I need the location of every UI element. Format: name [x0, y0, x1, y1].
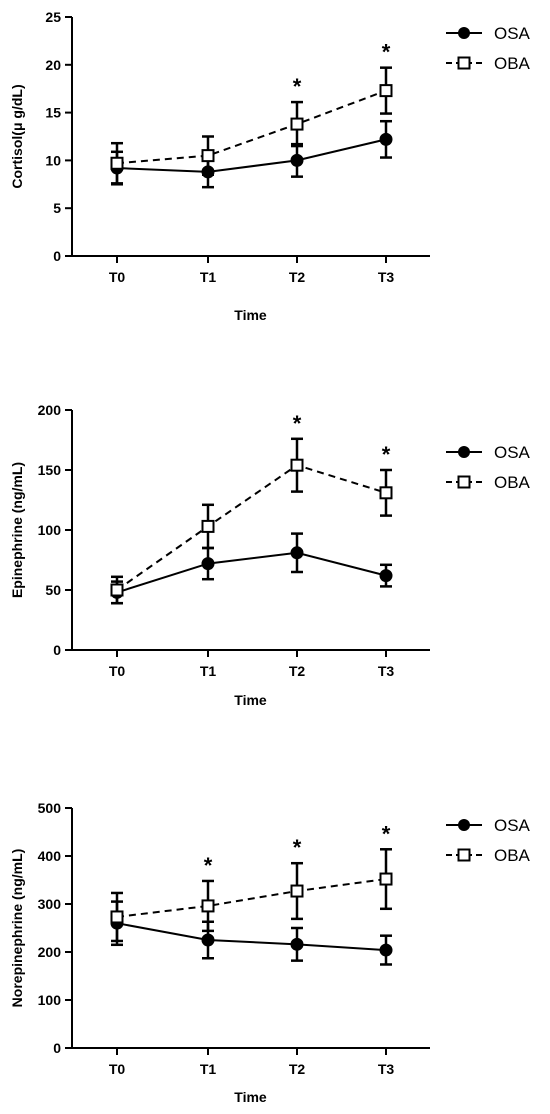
y-tick-label: 50 — [45, 582, 61, 598]
chart-panel-1: 0 5 10 15 20 25 T0 T1 T2 T3 Time Cortisol(μ g/dL) * *… — [9, 9, 531, 323]
y-tick-label: 200 — [38, 402, 62, 418]
x-tick-label: T0 — [109, 663, 126, 679]
x-axis-title: Time — [234, 692, 267, 708]
data-point — [290, 117, 304, 131]
x-tick-label: T0 — [109, 269, 126, 285]
legend-label: OBA — [494, 473, 531, 492]
y-tick-label: 5 — [53, 200, 61, 216]
significance-marker: * — [293, 411, 302, 436]
y-tick-label: 0 — [53, 642, 61, 658]
data-point — [201, 149, 215, 163]
significance-marker: * — [382, 821, 391, 846]
data-point — [379, 872, 393, 886]
series-line — [116, 89, 387, 165]
legend-item-osa: OSA — [446, 443, 531, 462]
y-tick-label: 100 — [38, 522, 62, 538]
y-tick-label: 15 — [45, 105, 61, 121]
data-point — [290, 937, 304, 951]
x-tick-label: T2 — [289, 663, 306, 679]
series-line — [116, 551, 387, 594]
x-tick-label: T0 — [109, 1061, 126, 1077]
y-tick-label: 20 — [45, 57, 61, 73]
data-point — [290, 884, 304, 898]
legend-marker — [457, 56, 471, 70]
data-point — [110, 583, 124, 597]
series-line — [116, 464, 387, 591]
data-point — [290, 458, 304, 472]
y-tick-label: 100 — [38, 992, 62, 1008]
legend-item-osa: OSA — [446, 24, 531, 43]
legend-item-oba: OBA — [446, 54, 531, 73]
data-point — [379, 943, 393, 957]
series-line — [116, 138, 387, 173]
x-tick-label: T1 — [200, 663, 217, 679]
significance-marker: * — [382, 442, 391, 467]
legend: OSA OBA — [446, 816, 531, 865]
chart-panel-2: 0 50 100 150 200 T0 T1 T2 T3 Time Epinephrine (ng/… — [9, 402, 531, 708]
y-tick-label: 10 — [45, 152, 61, 168]
x-tick-label: T3 — [378, 269, 395, 285]
legend: OSA OBA — [446, 24, 531, 73]
legend-label: OSA — [494, 816, 531, 835]
data-point — [290, 546, 304, 560]
data-point — [110, 910, 124, 924]
x-axis-title: Time — [234, 1089, 267, 1105]
y-tick-label: 500 — [38, 800, 62, 816]
data-point — [379, 569, 393, 583]
chart-panel-3: 0 100 200 300 400 500 T0 T1 T2 T3 Time Norepinephri… — [9, 800, 531, 1105]
series-line — [116, 878, 387, 918]
x-tick-label: T3 — [378, 1061, 395, 1077]
data-point — [379, 486, 393, 500]
series-osa — [110, 119, 393, 189]
x-tick-label: T2 — [289, 269, 306, 285]
series-oba — [110, 848, 393, 943]
series-osa — [110, 532, 393, 605]
series-oba — [110, 66, 393, 185]
series-line — [116, 922, 387, 952]
data-point — [201, 519, 215, 533]
data-point — [201, 933, 215, 947]
legend-label: OSA — [494, 24, 531, 43]
significance-marker: * — [204, 853, 213, 878]
x-tick-label: T1 — [200, 1061, 217, 1077]
x-tick-label: T2 — [289, 1061, 306, 1077]
legend: OSA OBA — [446, 443, 531, 492]
data-point — [201, 899, 215, 913]
legend-label: OBA — [494, 54, 531, 73]
legend-label: OSA — [494, 443, 531, 462]
series-oba — [110, 437, 393, 605]
legend-marker — [457, 475, 471, 489]
legend-marker — [457, 848, 471, 862]
significance-marker: * — [293, 835, 302, 860]
significance-marker: * — [382, 40, 391, 65]
x-tick-label: T1 — [200, 269, 217, 285]
significance-marker: * — [293, 74, 302, 99]
y-axis-title: Norepinephrine (ng/mL) — [9, 849, 25, 1008]
legend-marker — [458, 819, 470, 831]
y-tick-label: 0 — [53, 248, 61, 264]
y-tick-label: 0 — [53, 1040, 61, 1056]
y-tick-label: 300 — [38, 896, 62, 912]
legend-marker — [458, 27, 470, 39]
legend-marker — [458, 446, 470, 458]
legend-item-oba: OBA — [446, 846, 531, 865]
x-tick-label: T3 — [378, 663, 395, 679]
data-point — [110, 156, 124, 170]
data-point — [379, 84, 393, 98]
data-point — [201, 557, 215, 571]
y-tick-label: 200 — [38, 944, 62, 960]
legend-item-oba: OBA — [446, 473, 531, 492]
legend-label: OBA — [494, 846, 531, 865]
y-axis-title: Cortisol(μ g/dL) — [9, 84, 25, 188]
y-axis-title: Epinephrine (ng/mL) — [9, 462, 25, 598]
data-point — [290, 153, 304, 167]
legend-item-osa: OSA — [446, 816, 531, 835]
y-tick-label: 150 — [38, 462, 62, 478]
y-tick-label: 400 — [38, 848, 62, 864]
series-osa — [110, 900, 393, 966]
x-axis-title: Time — [234, 307, 267, 323]
data-point — [379, 132, 393, 146]
y-tick-label: 25 — [45, 9, 61, 25]
